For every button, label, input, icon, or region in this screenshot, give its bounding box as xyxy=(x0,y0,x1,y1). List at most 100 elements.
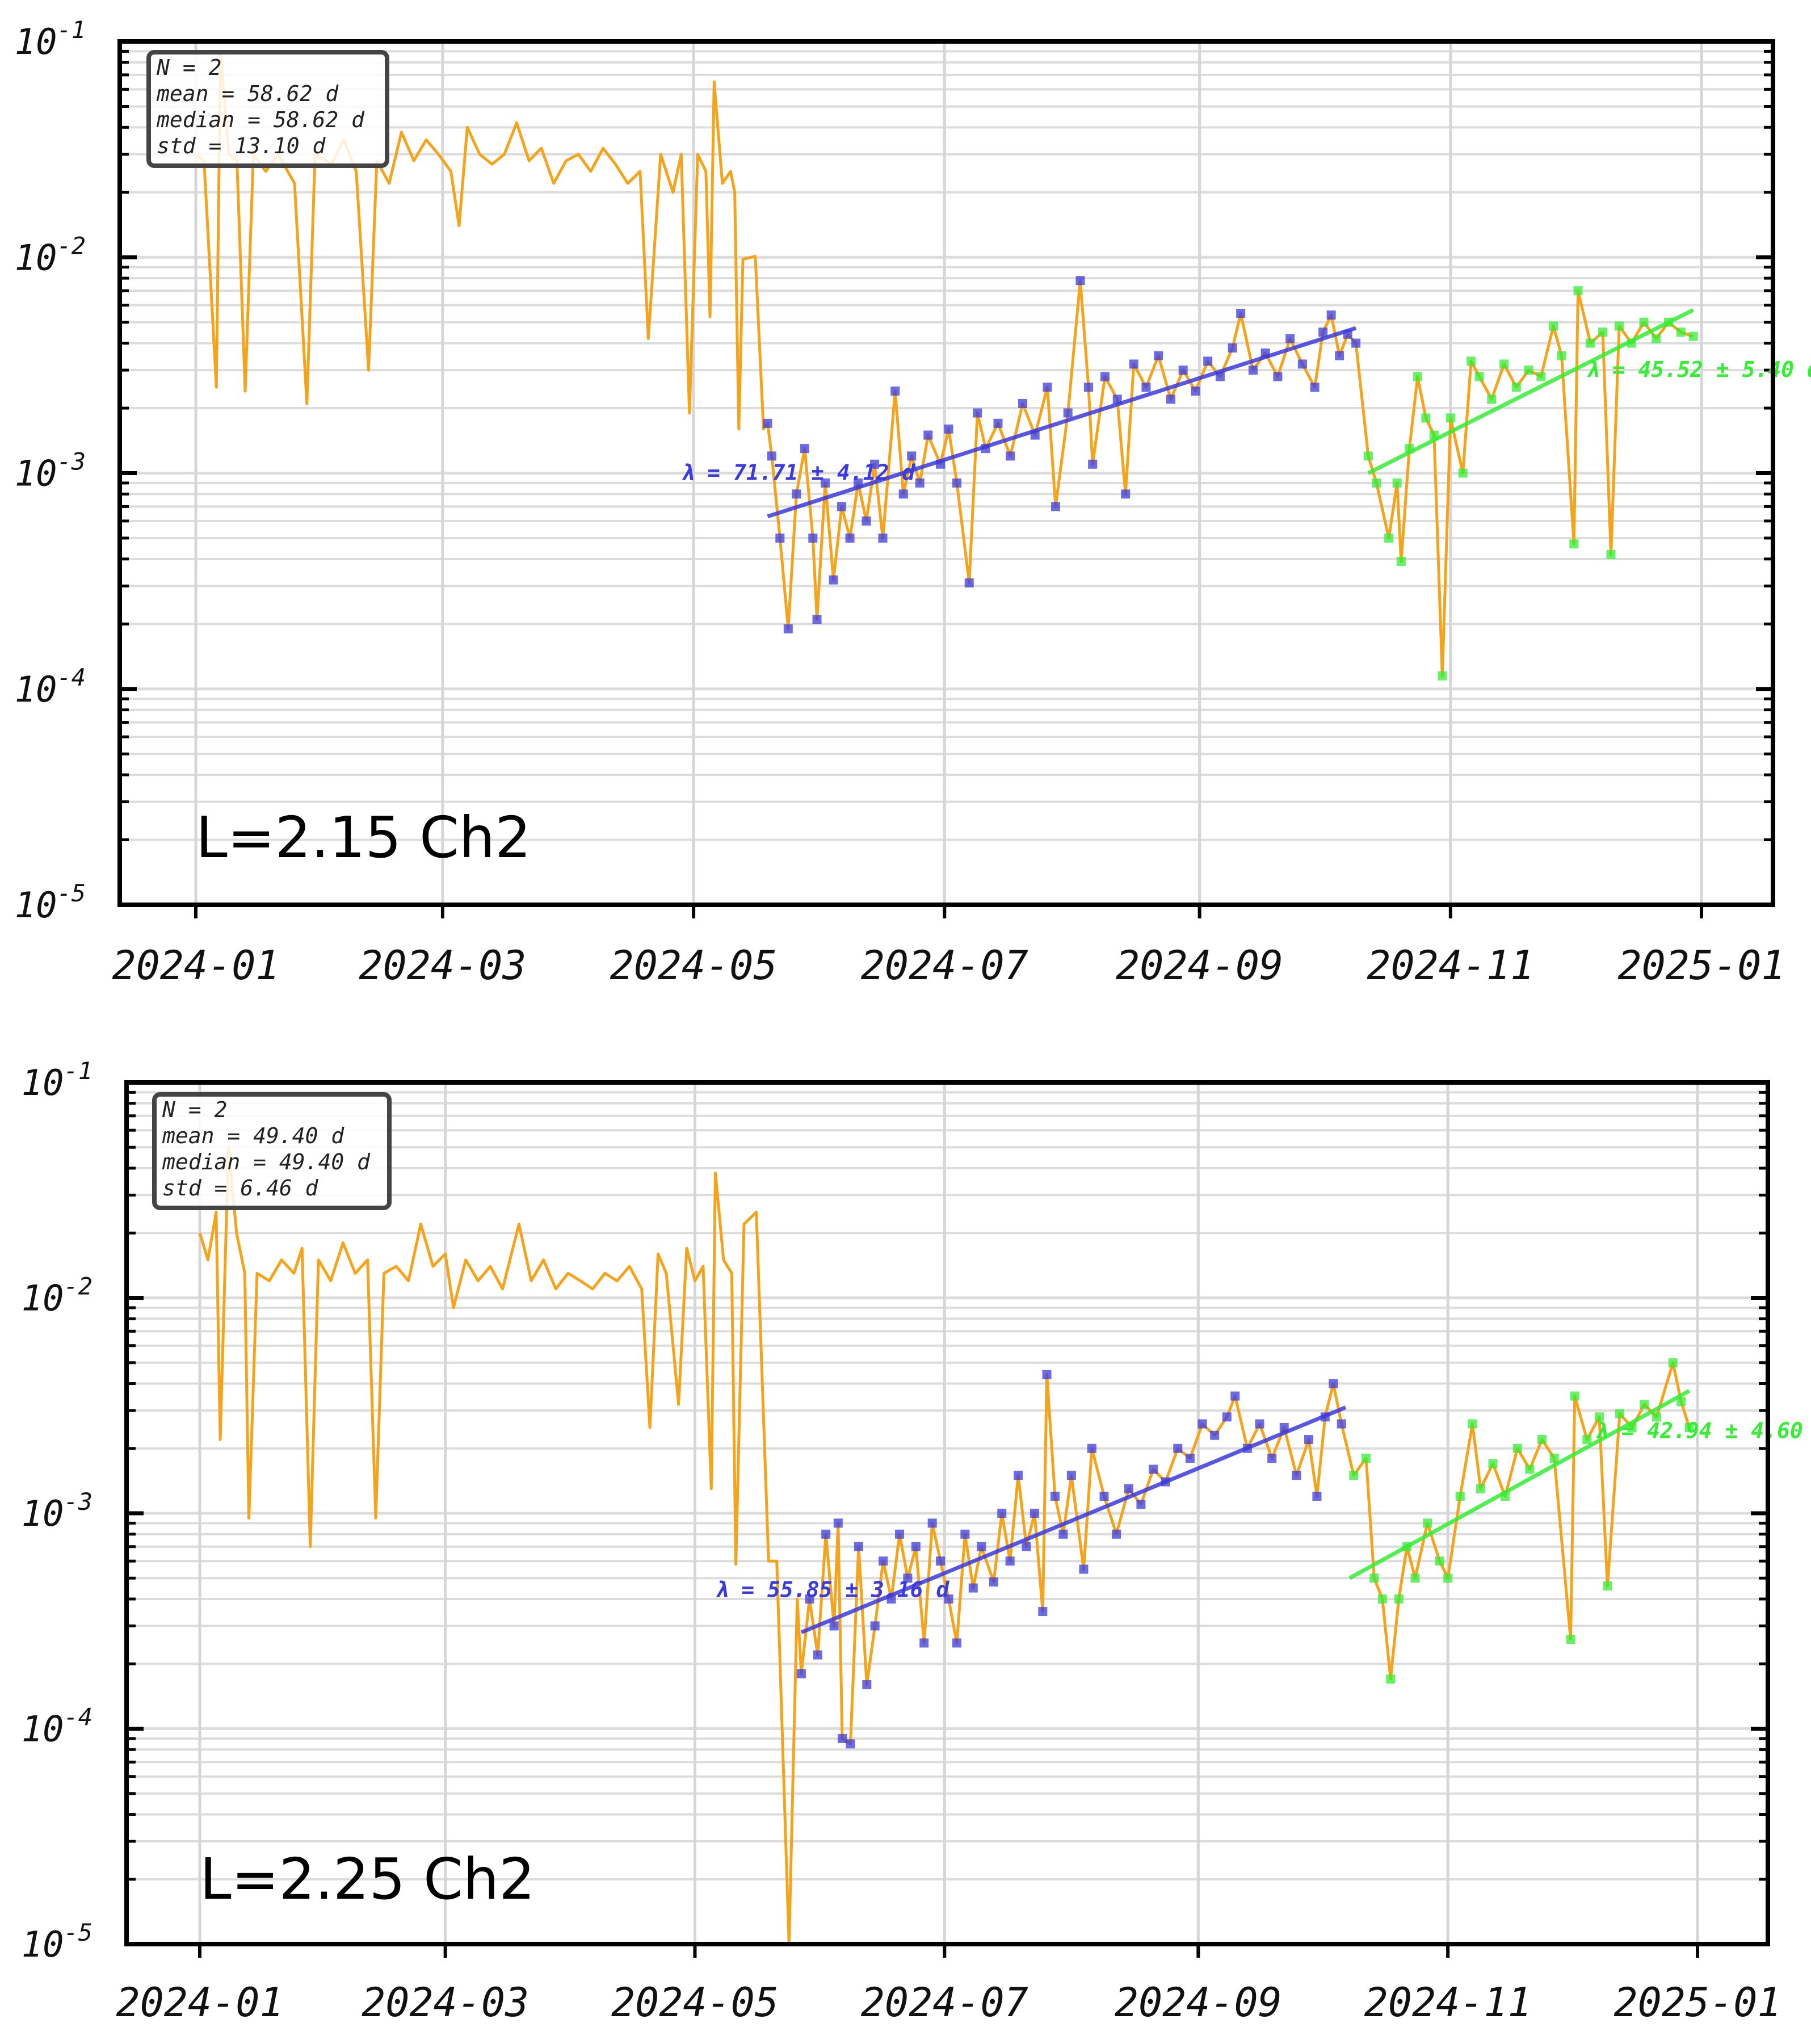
fit-data-marker xyxy=(1421,413,1431,423)
fit-data-marker xyxy=(1121,489,1131,499)
panel-label: L=2.15 Ch2 xyxy=(196,804,531,871)
panel-1: 2024-01 2024-03 2024-05 2024-07 2024-09 2024-… xyxy=(15,16,1811,989)
fit-data-marker xyxy=(1222,1412,1232,1422)
plot-area xyxy=(198,1145,1694,1944)
fit-data-marker xyxy=(1455,1491,1465,1501)
fit-label-1: λ = 71.71 ± 4.12 d xyxy=(681,460,915,485)
fit-data-marker xyxy=(1255,1419,1264,1429)
fit-data-marker xyxy=(1361,1454,1371,1463)
fit-data-marker xyxy=(808,533,818,543)
x-tick-label: 2024-05 xyxy=(610,942,778,989)
fit-data-marker xyxy=(800,444,809,454)
fit-data-marker xyxy=(1141,383,1151,392)
stats-line: median = 49.40 d xyxy=(162,1149,371,1174)
y-tick-exponent: -3 xyxy=(64,1488,93,1516)
y-tick-label: 10-4 xyxy=(22,1703,93,1750)
fit-label-2: λ = 42.94 ± 4.60 d xyxy=(1595,1418,1811,1443)
fit-data-marker xyxy=(1396,556,1406,566)
fit-data-marker xyxy=(1488,1459,1498,1468)
fit-data-marker xyxy=(1435,1556,1444,1566)
fit-data-marker xyxy=(1112,1529,1121,1539)
y-tick-base: 10 xyxy=(15,884,57,926)
fit-data-marker xyxy=(1512,1443,1522,1453)
fit-data-marker xyxy=(1676,1397,1686,1407)
y-tick-label: 10-2 xyxy=(15,232,86,278)
fit-data-marker xyxy=(1423,1518,1432,1528)
y-tick-base: 10 xyxy=(15,453,57,494)
fit-data-marker xyxy=(1524,366,1533,375)
fit-data-marker xyxy=(1038,1607,1048,1617)
fit-data-marker xyxy=(1173,1443,1183,1453)
fit-data-marker xyxy=(1652,1412,1661,1422)
y-tick-exponent: -1 xyxy=(57,16,86,44)
fit-data-marker xyxy=(1304,1435,1314,1445)
fit-data-marker xyxy=(1363,451,1373,461)
stats-line: mean = 49.40 d xyxy=(162,1123,344,1148)
x-tick-label: 2025-01 xyxy=(1617,942,1785,989)
y-tick-base: 10 xyxy=(22,1709,64,1750)
fit-data-marker xyxy=(1499,359,1509,369)
fit-data-marker xyxy=(1248,366,1258,375)
fit-data-marker xyxy=(870,1621,880,1631)
fit-data-marker xyxy=(1511,383,1521,392)
fit-data-marker xyxy=(879,1556,888,1566)
y-tick-label: 10-3 xyxy=(22,1488,93,1534)
y-tick-base: 10 xyxy=(22,1278,64,1319)
fit-data-marker xyxy=(973,408,982,418)
fit-data-marker xyxy=(1349,1471,1359,1480)
x-tick-label: 2024-03 xyxy=(359,942,526,989)
fit-data-marker xyxy=(903,1573,913,1583)
fit-data-marker xyxy=(1236,308,1246,318)
fit-data-marker xyxy=(919,1638,929,1648)
fit-data-marker xyxy=(1312,1491,1322,1501)
y-tick-base: 10 xyxy=(22,1493,64,1534)
fit-data-marker xyxy=(1329,1379,1338,1388)
fit-data-marker xyxy=(1022,1542,1031,1551)
panel-2: 2024-01 2024-03 2024-05 2024-07 2024-09 2024-… xyxy=(22,1057,1811,2026)
fit-data-marker xyxy=(1099,1491,1109,1501)
fit-data-marker xyxy=(854,1542,863,1551)
x-tick-label: 2024-07 xyxy=(861,1979,1028,2026)
fit-data-marker xyxy=(1112,394,1122,404)
fit-data-marker xyxy=(829,575,838,585)
fit-data-marker xyxy=(838,1734,847,1743)
fit-data-marker xyxy=(907,451,917,461)
fit-data-marker xyxy=(1230,1391,1240,1401)
fit-data-marker xyxy=(1525,1464,1535,1474)
fit-data-marker xyxy=(1410,1573,1420,1583)
fit-data-marker xyxy=(1191,386,1200,396)
fit-data-marker xyxy=(1203,356,1213,366)
fit-data-marker xyxy=(1075,276,1085,286)
y-tick-label: 10-4 xyxy=(15,664,86,710)
fit-data-marker xyxy=(1292,1471,1301,1480)
fit-data-marker xyxy=(1394,1594,1404,1604)
fit-data-marker xyxy=(821,478,830,488)
x-tick-label: 2024-09 xyxy=(1116,942,1283,989)
fit-data-marker xyxy=(1335,351,1344,360)
axes-frame xyxy=(124,1080,1770,1946)
fit-data-marker xyxy=(927,1518,937,1528)
fit-data-marker xyxy=(833,1518,843,1528)
fit-data-marker xyxy=(1384,533,1394,543)
fit-data-marker xyxy=(923,430,933,440)
fit-data-marker xyxy=(1586,338,1595,348)
fit-data-marker xyxy=(1050,1491,1060,1501)
fit-data-marker xyxy=(1337,1419,1346,1429)
fit-data-marker xyxy=(997,1509,1007,1518)
y-tick-exponent: -4 xyxy=(64,1703,93,1731)
fit-data-marker xyxy=(1351,338,1361,348)
x-tick-label: 2025-01 xyxy=(1613,1979,1781,2026)
fit-data-marker xyxy=(813,1650,822,1660)
fit-data-marker xyxy=(1603,1581,1612,1590)
fit-data-marker xyxy=(898,489,908,499)
fit-data-marker xyxy=(1087,1443,1096,1453)
fit-data-marker xyxy=(1468,1419,1477,1429)
y-tick-exponent: -5 xyxy=(57,879,86,907)
fit-data-marker xyxy=(890,386,900,396)
fit-label-2: λ = 45.52 ± 5.40 d xyxy=(1586,357,1811,382)
fit-data-marker xyxy=(1557,351,1566,360)
y-tick-label: 10-3 xyxy=(15,448,86,494)
fit-data-marker xyxy=(1676,328,1686,337)
fit-data-marker xyxy=(1006,451,1015,461)
